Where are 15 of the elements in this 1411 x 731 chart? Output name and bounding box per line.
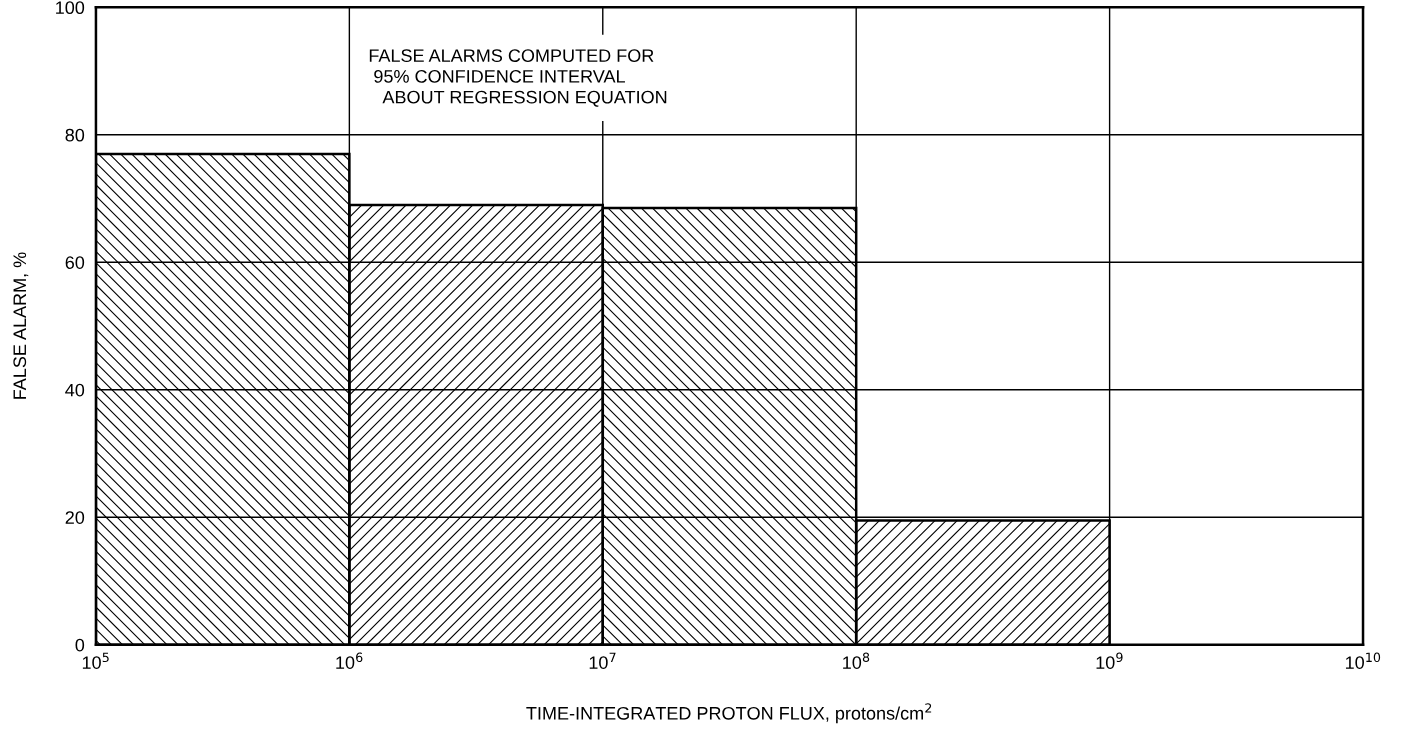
x-tick-label: 10$^{8}$ [843, 652, 870, 669]
x-tick-label: 10$^{7}$ [589, 652, 616, 669]
y-tick-label: 20 [65, 511, 85, 524]
y-axis-title: FALSE ALARM, % [13, 252, 29, 399]
y-tick-label: 80 [65, 128, 85, 142]
x-tick-label: 10$^{10}$ [1345, 652, 1381, 669]
y-tick-label: 0 [75, 638, 85, 652]
x-axis-title: TIME-INTEGRATED PROTON FLUX, protons/cm$^{2}$ [526, 703, 932, 724]
annotation: FALSE ALARMS COMPUTED FOR 95% CONFIDENCE INTERVAL ABOUT REGRESSION EQUATION [369, 49, 667, 107]
x-tick-label: 10$^{9}$ [1096, 652, 1123, 669]
y-tick-label: 60 [65, 256, 85, 269]
y-tick-label: 100 [56, 1, 85, 15]
y-tick-label: 40 [65, 383, 85, 397]
x-tick-label: 10$^{5}$ [82, 652, 109, 669]
x-tick-label: 10$^{6}$ [336, 652, 363, 669]
